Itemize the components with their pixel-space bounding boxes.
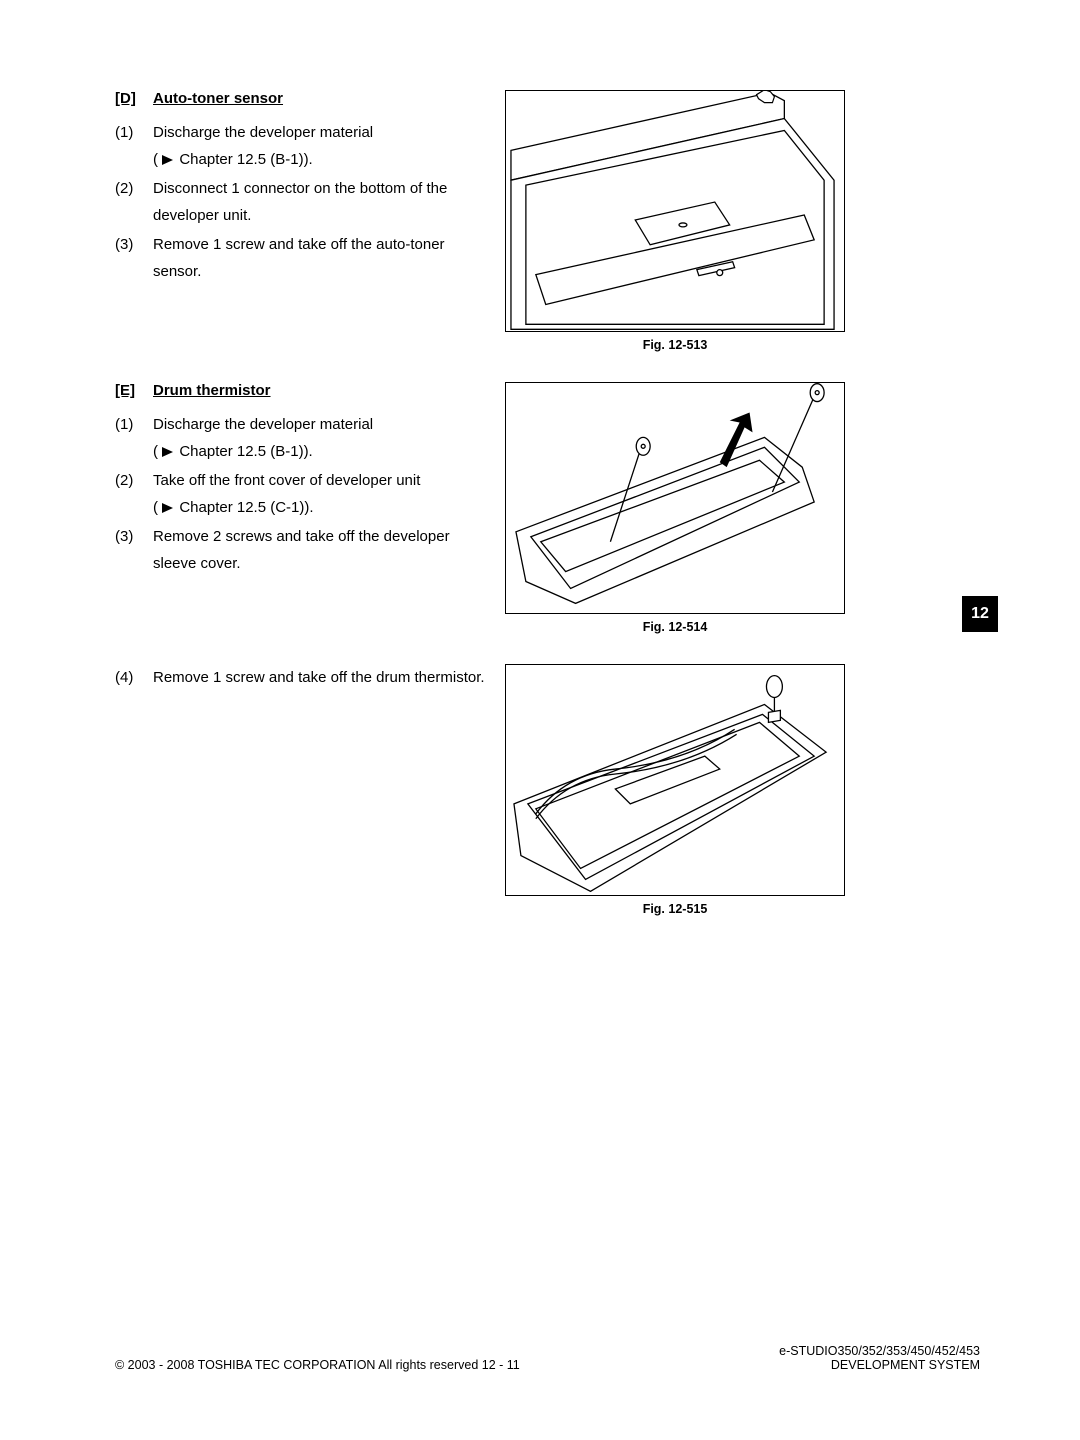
step-e2: (2) Take off the front cover of develope… [115,467,485,521]
figure-e2-col: Fig. 12-515 [505,664,845,916]
step-d3: (3) Remove 1 screw and take off the auto… [115,231,485,285]
footer-left: © 2003 - 2008 TOSHIBA TEC CORPORATION Al… [115,1358,520,1372]
step-text: Remove 1 screw and take off the auto-ton… [153,231,485,285]
footer-model: e-STUDIO350/352/353/450/452/453 [779,1344,980,1358]
section-e-part1: [E] Drum thermistor (1) Discharge the de… [115,382,980,634]
figure-12-514 [505,382,845,614]
figure-12-515 [505,664,845,896]
section-e-label: [E] [115,382,143,399]
figure-e1-col: Fig. 12-514 [505,382,845,634]
section-e-text1: [E] Drum thermistor (1) Discharge the de… [115,382,485,634]
step-d2: (2) Disconnect 1 connector on the bottom… [115,175,485,229]
step-num: (1) [115,119,153,173]
step-ref: Chapter 12.5 (B-1)). [175,151,313,168]
step-num: (2) [115,175,153,229]
figure-12-513 [505,90,845,332]
step-text: Discharge the developer material [153,124,373,141]
figure-12-513-svg [506,90,844,332]
step-ref: Chapter 12.5 (C-1)). [175,499,313,516]
step-d1: (1) Discharge the developer material ( C… [115,119,485,173]
page-tab: 12 [962,596,998,632]
section-e-steps2: (4) Remove 1 screw and take off the drum… [115,664,485,691]
section-d: [D] Auto-toner sensor (1) Discharge the … [115,90,980,352]
section-d-heading: [D] Auto-toner sensor [115,90,485,107]
section-e-title: Drum thermistor [153,382,271,399]
page-footer: © 2003 - 2008 TOSHIBA TEC CORPORATION Al… [115,1344,980,1372]
step-text: Disconnect 1 connector on the bottom of … [153,175,485,229]
page-content: [D] Auto-toner sensor (1) Discharge the … [0,0,1080,916]
step-num: (2) [115,467,153,521]
footer-right: e-STUDIO350/352/353/450/452/453 DEVELOPM… [779,1344,980,1372]
section-d-title: Auto-toner sensor [153,90,283,107]
figure-d-col: Fig. 12-513 [505,90,845,352]
section-e-steps1: (1) Discharge the developer material ( C… [115,411,485,577]
step-text: Discharge the developer material [153,416,373,433]
step-num: (1) [115,411,153,465]
step-text: Remove 2 screws and take off the develop… [153,523,485,577]
section-d-text: [D] Auto-toner sensor (1) Discharge the … [115,90,485,352]
step-text: Take off the front cover of developer un… [153,472,420,489]
page-tab-number: 12 [971,605,989,623]
step-num: (3) [115,231,153,285]
xref-arrow-icon [162,155,173,165]
figure-12-515-svg [506,664,844,896]
step-e1: (1) Discharge the developer material ( C… [115,411,485,465]
section-d-steps: (1) Discharge the developer material ( C… [115,119,485,285]
section-e-text2: (4) Remove 1 screw and take off the drum… [115,664,485,916]
footer-system: DEVELOPMENT SYSTEM [779,1358,980,1372]
xref-arrow-icon [162,503,173,513]
step-e4: (4) Remove 1 screw and take off the drum… [115,664,485,691]
figure-12-513-caption: Fig. 12-513 [505,338,845,352]
step-e3: (3) Remove 2 screws and take off the dev… [115,523,485,577]
figure-12-515-caption: Fig. 12-515 [505,902,845,916]
figure-12-514-svg [506,382,844,614]
xref-arrow-icon [162,447,173,457]
section-d-label: [D] [115,90,143,107]
step-num: (4) [115,664,153,691]
step-text: Remove 1 screw and take off the drum the… [153,664,485,691]
step-ref: Chapter 12.5 (B-1)). [175,443,313,460]
figure-12-514-caption: Fig. 12-514 [505,620,845,634]
section-e-heading: [E] Drum thermistor [115,382,485,399]
step-num: (3) [115,523,153,577]
section-e-part2: (4) Remove 1 screw and take off the drum… [115,664,980,916]
